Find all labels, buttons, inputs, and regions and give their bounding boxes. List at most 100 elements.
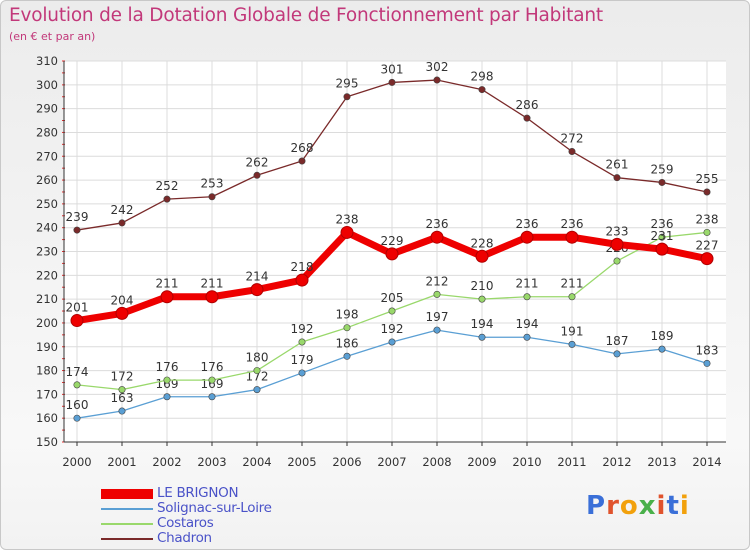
x-tick-label: 2003 xyxy=(197,455,226,469)
data-label: 255 xyxy=(696,172,719,186)
logo-letter: P xyxy=(586,491,607,521)
logo-letter: i xyxy=(656,491,667,521)
data-label: 301 xyxy=(381,62,404,76)
data-label: 211 xyxy=(561,277,584,291)
data-label: 172 xyxy=(246,370,269,384)
data-point xyxy=(208,193,216,201)
data-label: 295 xyxy=(336,77,359,91)
y-tick-label: 270 xyxy=(36,149,58,163)
x-tick-label: 2005 xyxy=(287,455,316,469)
logo-letter: r xyxy=(606,491,620,521)
data-label: 214 xyxy=(246,270,269,284)
data-label: 252 xyxy=(156,179,179,193)
data-point xyxy=(703,188,711,196)
data-point xyxy=(253,171,261,179)
data-label: 174 xyxy=(66,365,89,379)
legend-label: Costaros xyxy=(157,515,214,531)
y-tick-label: 250 xyxy=(36,197,58,211)
data-point xyxy=(658,178,666,186)
data-label: 210 xyxy=(471,279,494,293)
y-tick-label: 150 xyxy=(36,435,58,449)
legend-swatch xyxy=(101,489,153,499)
data-point xyxy=(70,314,84,328)
data-label: 302 xyxy=(426,60,449,74)
data-label: 179 xyxy=(291,353,314,367)
data-label: 189 xyxy=(651,329,674,343)
y-tick-label: 260 xyxy=(36,173,58,187)
proxiti-logo: Proxiti xyxy=(586,491,690,521)
data-point xyxy=(568,147,576,155)
data-label: 187 xyxy=(606,334,629,348)
data-point xyxy=(430,230,444,244)
y-tick-label: 190 xyxy=(36,340,58,354)
data-point xyxy=(253,367,261,375)
data-point xyxy=(295,273,309,287)
data-label: 211 xyxy=(156,277,179,291)
data-label: 163 xyxy=(111,391,134,405)
data-label: 180 xyxy=(246,351,269,365)
x-tick-label: 2014 xyxy=(692,455,721,469)
legend-label: Chadron xyxy=(157,530,212,546)
data-label: 259 xyxy=(651,162,674,176)
x-tick-label: 2007 xyxy=(377,455,406,469)
logo-letter: x xyxy=(638,491,657,521)
data-label: 183 xyxy=(696,343,719,357)
data-label: 218 xyxy=(291,260,314,274)
data-point xyxy=(523,293,531,301)
data-point xyxy=(613,174,621,182)
data-point xyxy=(703,359,711,367)
data-point xyxy=(433,326,441,334)
data-point xyxy=(613,257,621,265)
data-label: 268 xyxy=(291,141,314,155)
data-point xyxy=(478,333,486,341)
data-point xyxy=(163,195,171,203)
data-label: 233 xyxy=(606,224,629,238)
y-tick-label: 280 xyxy=(36,125,58,139)
data-point xyxy=(565,230,579,244)
data-point xyxy=(658,233,666,241)
legend-label: Solignac-sur-Loire xyxy=(157,500,272,516)
data-point xyxy=(73,414,81,422)
data-point xyxy=(343,93,351,101)
y-tick-label: 230 xyxy=(36,245,58,259)
data-point xyxy=(118,386,126,394)
data-point xyxy=(118,219,126,227)
data-label: 231 xyxy=(651,229,674,243)
x-tick-label: 2010 xyxy=(512,455,541,469)
data-point xyxy=(388,338,396,346)
data-label: 191 xyxy=(561,324,584,338)
data-point xyxy=(343,324,351,332)
data-label: 201 xyxy=(66,301,89,315)
y-tick-label: 310 xyxy=(36,54,58,68)
data-label: 192 xyxy=(381,322,404,336)
data-label: 298 xyxy=(471,70,494,84)
data-label: 236 xyxy=(516,217,539,231)
logo-letter: t xyxy=(666,491,680,521)
data-label: 238 xyxy=(696,212,719,226)
x-tick-label: 2004 xyxy=(242,455,271,469)
data-point xyxy=(388,78,396,86)
data-point xyxy=(298,157,306,165)
data-label: 198 xyxy=(336,308,359,322)
data-label: 192 xyxy=(291,322,314,336)
y-tick-label: 170 xyxy=(36,387,58,401)
data-label: 253 xyxy=(201,177,224,191)
data-label: 176 xyxy=(201,360,224,374)
data-label: 262 xyxy=(246,155,269,169)
data-point xyxy=(340,225,354,239)
legend-swatch xyxy=(101,523,153,525)
data-point xyxy=(163,393,171,401)
data-point xyxy=(613,350,621,358)
data-point xyxy=(208,393,216,401)
logo-letter: o xyxy=(619,491,639,521)
y-tick-label: 180 xyxy=(36,364,58,378)
legend-label: LE BRIGNON xyxy=(157,485,239,501)
data-label: 227 xyxy=(696,239,719,253)
y-tick-label: 240 xyxy=(36,221,58,235)
data-label: 194 xyxy=(471,317,494,331)
data-label: 228 xyxy=(471,236,494,250)
x-tick-label: 2002 xyxy=(152,455,181,469)
data-point xyxy=(388,307,396,315)
x-tick-label: 2011 xyxy=(557,455,586,469)
